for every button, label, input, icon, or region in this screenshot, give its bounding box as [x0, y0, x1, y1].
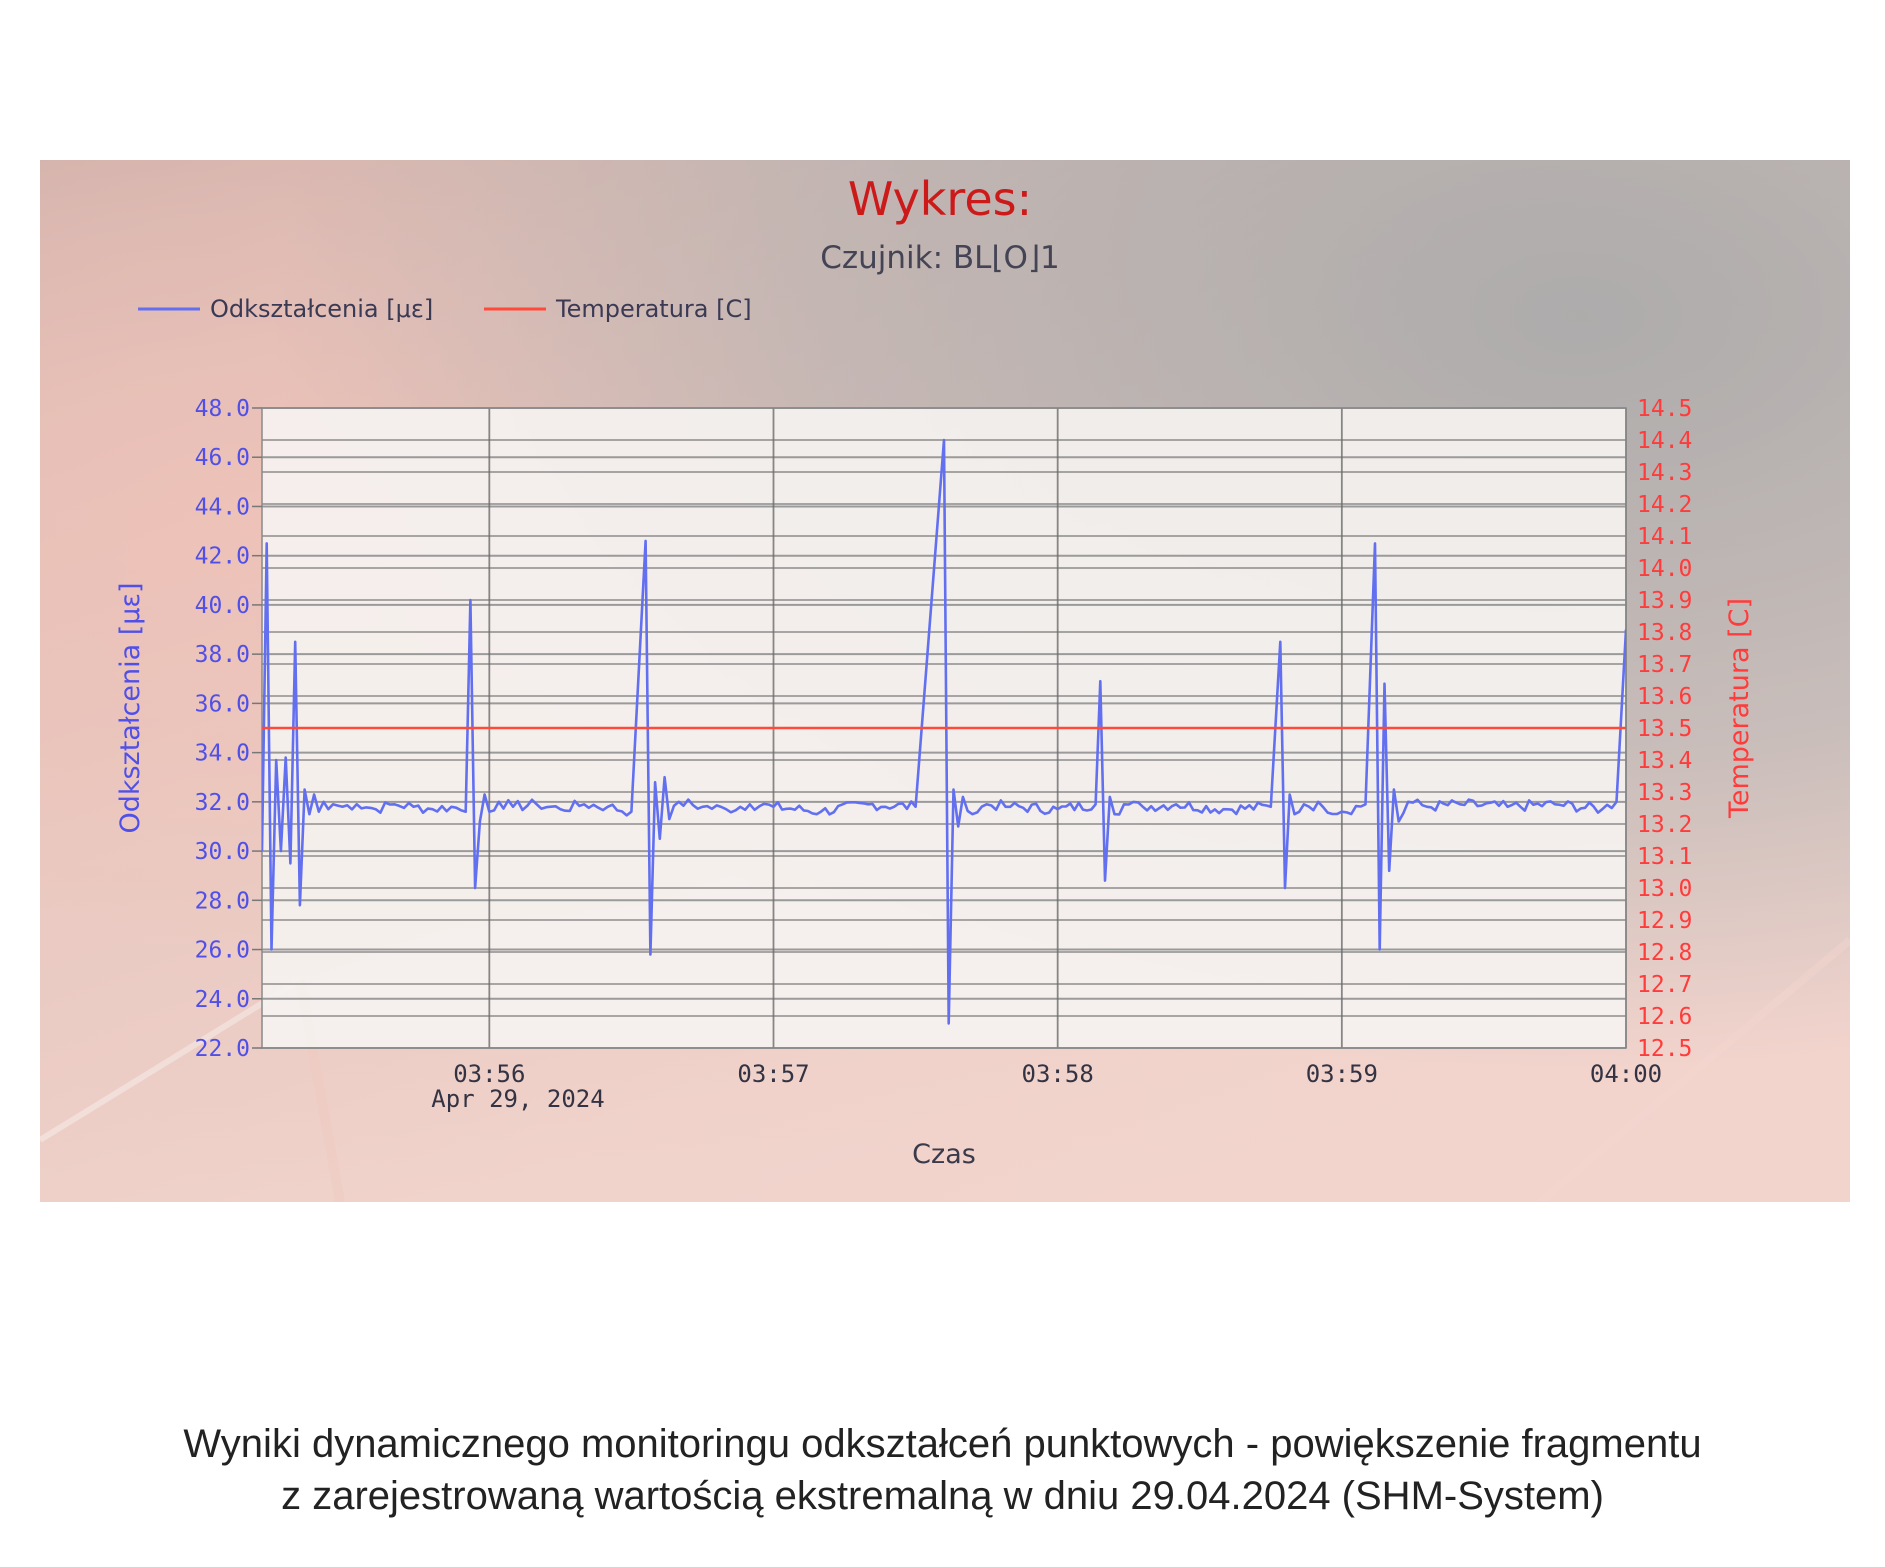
- x-tick-label: 03:57: [737, 1060, 809, 1088]
- y-right-tick-label: 12.5: [1637, 1036, 1692, 1062]
- chart-panel: Wykres: Czujnik: BL⌊O⌋1 Odkształcenia [μ…: [40, 160, 1850, 1202]
- y-left-axis-label: Odkształcenia [με]: [115, 582, 146, 833]
- x-tick-label: 03:58: [1022, 1060, 1094, 1088]
- x-tick-labels: 03:56 03:57 03:58 03:59 04:00: [453, 1060, 1662, 1088]
- series-line-strain: [262, 438, 1626, 1025]
- caption-line-1: Wyniki dynamicznego monitoringu odkształ…: [183, 1422, 1702, 1466]
- y-left-tick-label: 44.0: [195, 494, 250, 520]
- y-right-tick-label: 13.8: [1637, 620, 1692, 646]
- y-left-tick-label: 34.0: [195, 741, 250, 767]
- y-right-tick-label: 13.7: [1637, 652, 1692, 678]
- y-right-tick-label: 13.2: [1637, 812, 1692, 838]
- y-left-tick-label: 36.0: [195, 691, 250, 717]
- y-left-tick-label: 26.0: [195, 938, 250, 964]
- y-right-tick-labels: 12.5 12.6 12.7 12.8 12.9 13.0 13.1 13.2 13.3 13.4…: [1637, 396, 1692, 1062]
- y-right-tick-label: 14.4: [1637, 428, 1692, 454]
- y-left-tick-label: 24.0: [195, 987, 250, 1013]
- y-left-tick-label: 30.0: [195, 839, 250, 865]
- y-left-tick-label: 48.0: [195, 396, 250, 422]
- y-right-axis-label: Temperatura [C]: [1724, 598, 1755, 819]
- x-axis-label: Czas: [912, 1139, 976, 1170]
- y-left-tick-label: 32.0: [195, 790, 250, 816]
- y-left-tick-label: 40.0: [195, 593, 250, 619]
- caption-line-2: z zarejestrowaną wartością ekstremalną w…: [281, 1474, 1604, 1518]
- legend-label-strain: Odkształcenia [με]: [210, 295, 433, 323]
- series-layer: [262, 438, 1626, 1025]
- y-right-tick-label: 14.5: [1637, 396, 1692, 422]
- y-left-tick-label: 38.0: [195, 642, 250, 668]
- x-tick-label: 03:59: [1306, 1060, 1378, 1088]
- x-tick-label: 04:00: [1590, 1060, 1662, 1088]
- y-right-tick-label: 13.4: [1637, 748, 1692, 774]
- y-right-tick-label: 13.6: [1637, 684, 1692, 710]
- legend: Odkształcenia [με] Temperatura [C]: [138, 295, 752, 323]
- y-right-tick-label: 14.0: [1637, 556, 1692, 582]
- x-date-label: Apr 29, 2024: [431, 1085, 604, 1113]
- x-tick-label: 03:56: [453, 1060, 525, 1088]
- y-right-tick-label: 12.7: [1637, 972, 1692, 998]
- y-right-tick-label: 13.0: [1637, 876, 1692, 902]
- chart-subtitle: Czujnik: BL⌊O⌋1: [820, 240, 1060, 276]
- y-left-tick-label: 28.0: [195, 888, 250, 914]
- y-right-tick-label: 12.9: [1637, 908, 1692, 934]
- y-right-tick-label: 12.6: [1637, 1004, 1692, 1030]
- y-right-tick-label: 13.9: [1637, 588, 1692, 614]
- chart-title: Wykres:: [848, 172, 1032, 226]
- y-right-tick-label: 14.1: [1637, 524, 1692, 550]
- y-left-tick-label: 46.0: [195, 445, 250, 471]
- y-left-tick-labels: 22.0 24.0 26.0 28.0 30.0 32.0 34.0 36.0 38.0 40.0…: [195, 396, 262, 1062]
- y-right-tick-label: 13.3: [1637, 780, 1692, 806]
- y-right-tick-label: 12.8: [1637, 940, 1692, 966]
- chart-svg: Wykres: Czujnik: BL⌊O⌋1 Odkształcenia [μ…: [40, 172, 1850, 1202]
- legend-label-temperature: Temperatura [C]: [555, 295, 752, 323]
- y-left-tick-label: 22.0: [195, 1036, 250, 1062]
- y-right-tick-label: 13.5: [1637, 716, 1692, 742]
- y-left-tick-label: 42.0: [195, 544, 250, 570]
- figure-caption: Wyniki dynamicznego monitoringu odkształ…: [0, 1418, 1885, 1522]
- y-right-tick-label: 14.3: [1637, 460, 1692, 486]
- y-right-tick-label: 13.1: [1637, 844, 1692, 870]
- y-right-tick-label: 14.2: [1637, 492, 1692, 518]
